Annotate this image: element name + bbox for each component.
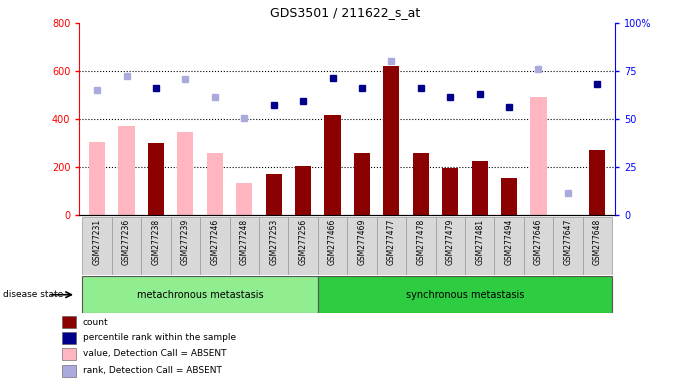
Bar	[112, 217, 141, 275]
Bar	[377, 217, 406, 275]
Bar	[288, 217, 318, 275]
Bar	[354, 152, 370, 215]
Bar	[89, 142, 105, 215]
Text: GSM277466: GSM277466	[328, 219, 337, 265]
Text: GSM277239: GSM277239	[181, 219, 190, 265]
Bar	[62, 365, 76, 377]
Text: GSM277253: GSM277253	[269, 219, 278, 265]
Text: rank, Detection Call = ABSENT: rank, Detection Call = ABSENT	[83, 366, 222, 375]
Bar	[207, 152, 223, 215]
Bar	[413, 152, 429, 215]
Bar	[178, 132, 193, 215]
Text: GSM277647: GSM277647	[563, 219, 572, 265]
Bar	[347, 217, 377, 275]
Text: value, Detection Call = ABSENT: value, Detection Call = ABSENT	[83, 349, 227, 358]
Bar	[82, 217, 112, 275]
Bar	[442, 168, 458, 215]
Bar	[62, 348, 76, 360]
Text: GSM277479: GSM277479	[446, 219, 455, 265]
Bar	[583, 217, 612, 275]
Text: GSM277648: GSM277648	[593, 219, 602, 265]
Bar	[531, 98, 547, 215]
Text: GSM277646: GSM277646	[534, 219, 543, 265]
Bar	[62, 332, 76, 344]
Bar	[471, 161, 488, 215]
Bar	[524, 217, 553, 275]
Bar	[200, 217, 229, 275]
Text: synchronous metastasis: synchronous metastasis	[406, 290, 524, 300]
Text: GSM277477: GSM277477	[387, 219, 396, 265]
Text: metachronous metastasis: metachronous metastasis	[137, 290, 263, 300]
Bar	[265, 174, 282, 215]
Text: GSM277246: GSM277246	[210, 219, 219, 265]
Text: GSM277231: GSM277231	[93, 219, 102, 265]
Bar	[171, 217, 200, 275]
Text: GSM277494: GSM277494	[504, 219, 513, 265]
Bar	[435, 217, 465, 275]
Bar	[589, 150, 605, 215]
Text: GSM277478: GSM277478	[416, 219, 425, 265]
Text: GSM277469: GSM277469	[357, 219, 366, 265]
Text: percentile rank within the sample: percentile rank within the sample	[83, 333, 236, 342]
Bar	[118, 126, 135, 215]
Text: GDS3501 / 211622_s_at: GDS3501 / 211622_s_at	[270, 6, 421, 19]
Text: GSM277248: GSM277248	[240, 219, 249, 265]
Bar	[148, 143, 164, 215]
Text: disease state: disease state	[3, 290, 64, 299]
Bar	[295, 166, 311, 215]
Bar	[494, 217, 524, 275]
Bar	[62, 316, 76, 328]
Bar	[384, 66, 399, 215]
Bar	[324, 116, 341, 215]
Text: GSM277481: GSM277481	[475, 219, 484, 265]
Bar	[501, 178, 517, 215]
Bar	[259, 217, 288, 275]
Text: GSM277238: GSM277238	[151, 219, 160, 265]
Bar	[236, 183, 252, 215]
Bar	[229, 217, 259, 275]
Bar	[318, 276, 612, 313]
Bar	[82, 276, 318, 313]
Bar	[465, 217, 494, 275]
Bar	[141, 217, 171, 275]
Bar	[406, 217, 435, 275]
Bar	[318, 217, 347, 275]
Bar	[553, 217, 583, 275]
Text: count: count	[83, 318, 108, 327]
Text: GSM277236: GSM277236	[122, 219, 131, 265]
Text: GSM277256: GSM277256	[299, 219, 307, 265]
